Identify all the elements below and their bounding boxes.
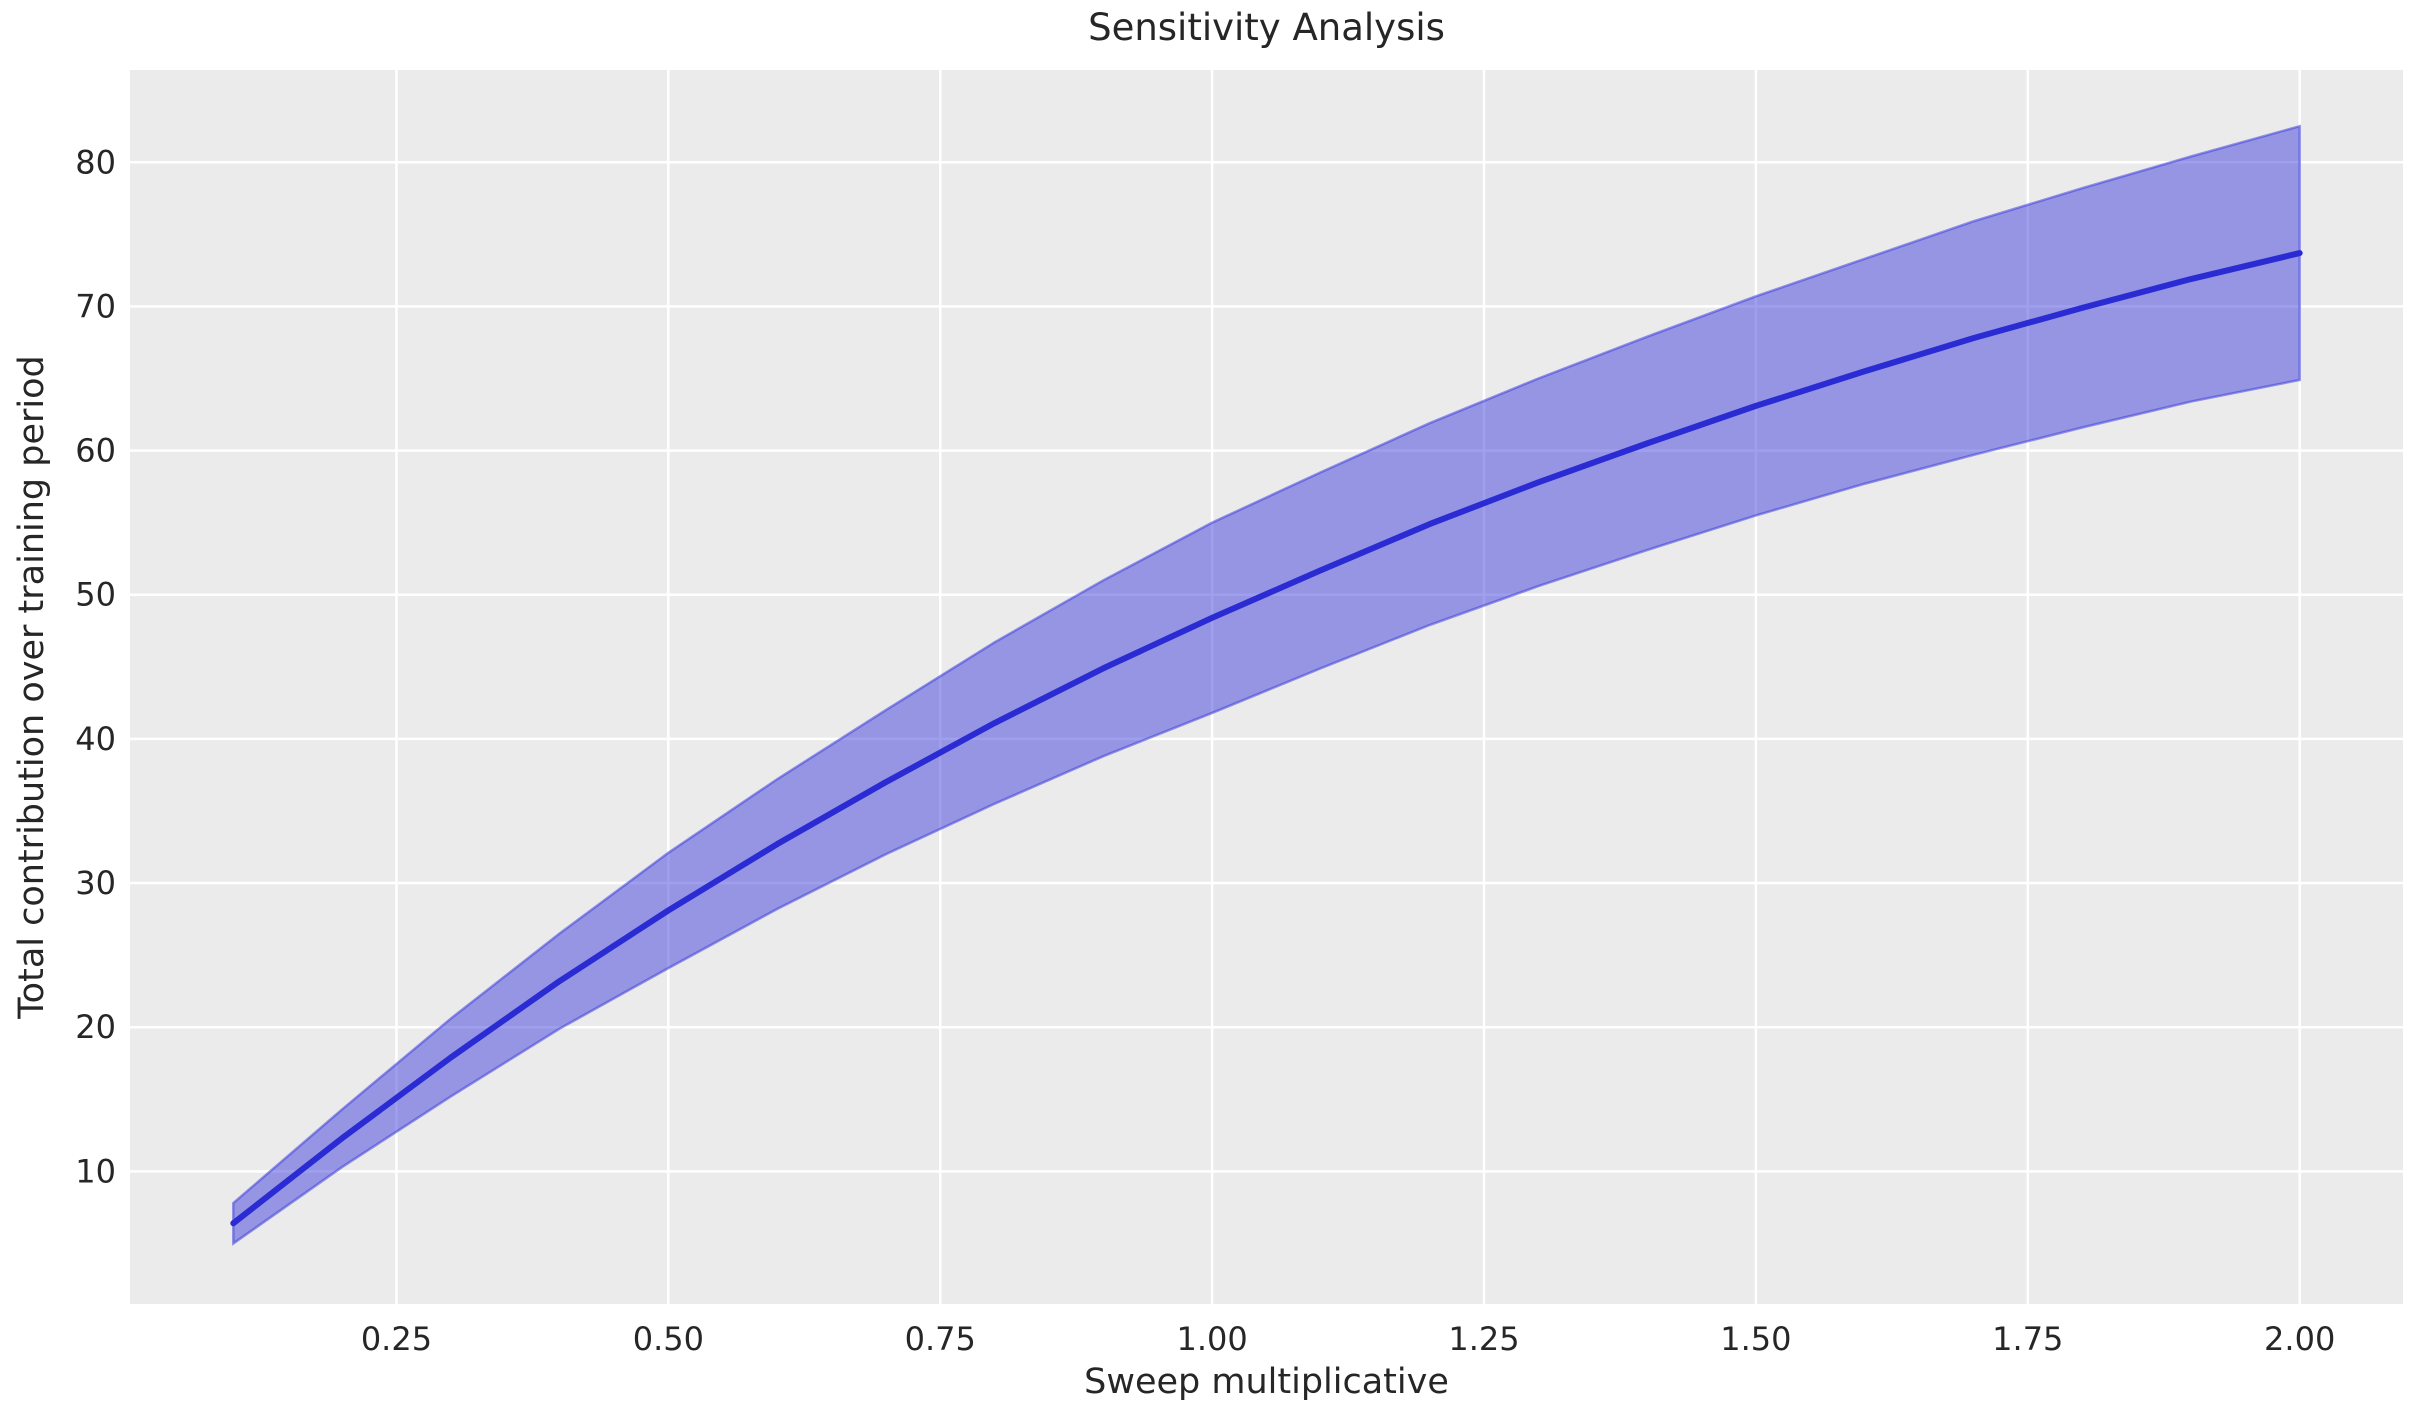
y-tick-label: 30 <box>75 864 116 902</box>
x-tick-label: 1.50 <box>1720 1320 1791 1358</box>
x-tick-label: 1.25 <box>1448 1320 1519 1358</box>
chart-title: Sensitivity Analysis <box>1088 6 1445 49</box>
x-axis-label: Sweep multiplicative <box>1084 1362 1449 1402</box>
y-tick-label: 20 <box>75 1008 116 1046</box>
confidence-band <box>232 124 2301 1246</box>
y-axis-label-container: Total contribution over training period <box>6 70 58 1304</box>
x-tick-label: 0.75 <box>905 1320 976 1358</box>
mean-line <box>230 250 2303 1227</box>
x-tick-label: 1.00 <box>1176 1320 1247 1358</box>
y-tick-label: 80 <box>75 143 116 181</box>
x-tick-label: 0.50 <box>633 1320 704 1358</box>
x-tick-label: 2.00 <box>2264 1320 2335 1358</box>
x-tick-label: 1.75 <box>1992 1320 2063 1358</box>
y-axis-label: Total contribution over training period <box>12 355 52 1019</box>
x-tick-label: 0.25 <box>361 1320 432 1358</box>
y-tick-label: 40 <box>75 720 116 758</box>
y-tick-label: 50 <box>75 576 116 614</box>
y-tick-label: 60 <box>75 432 116 470</box>
y-tick-label: 10 <box>75 1152 116 1190</box>
y-tick-label: 70 <box>75 287 116 325</box>
